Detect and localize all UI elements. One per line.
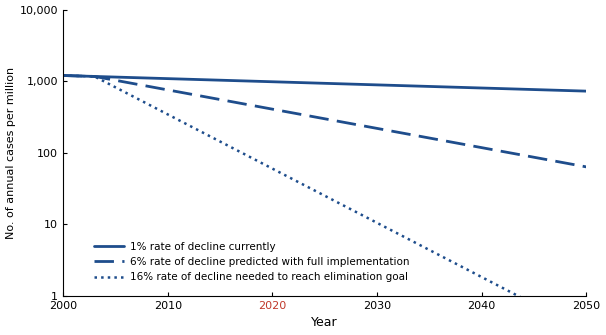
Y-axis label: No. of annual cases per million: No. of annual cases per million bbox=[5, 67, 16, 239]
16% rate of decline needed to reach elimination goal bbox=[436, 253, 444, 257]
1% rate of decline currently bbox=[436, 85, 444, 89]
Line: 6% rate of decline predicted with full implementation: 6% rate of decline predicted with full i… bbox=[63, 75, 587, 167]
6% rate of decline predicted with full implementation bbox=[59, 73, 67, 77]
Legend: 1% rate of decline currently, 6% rate of decline predicted with full implementat: 1% rate of decline currently, 6% rate of… bbox=[95, 242, 410, 282]
Line: 16% rate of decline needed to reach elimination goal: 16% rate of decline needed to reach elim… bbox=[63, 75, 587, 331]
6% rate of decline predicted with full implementation bbox=[175, 90, 182, 94]
16% rate of decline needed to reach elimination goal bbox=[227, 145, 234, 149]
1% rate of decline currently bbox=[216, 78, 224, 82]
6% rate of decline predicted with full implementation bbox=[227, 99, 234, 104]
16% rate of decline needed to reach elimination goal bbox=[572, 324, 579, 328]
6% rate of decline predicted with full implementation bbox=[436, 138, 444, 142]
1% rate of decline currently bbox=[59, 73, 67, 77]
6% rate of decline predicted with full implementation bbox=[572, 163, 579, 167]
6% rate of decline predicted with full implementation bbox=[216, 97, 224, 102]
X-axis label: Year: Year bbox=[311, 317, 338, 329]
Line: 1% rate of decline currently: 1% rate of decline currently bbox=[63, 75, 587, 91]
1% rate of decline currently bbox=[227, 78, 234, 82]
16% rate of decline needed to reach elimination goal bbox=[59, 73, 67, 77]
1% rate of decline currently bbox=[405, 84, 412, 88]
16% rate of decline needed to reach elimination goal bbox=[216, 139, 224, 143]
6% rate of decline predicted with full implementation bbox=[583, 165, 590, 169]
1% rate of decline currently bbox=[583, 89, 590, 93]
16% rate of decline needed to reach elimination goal bbox=[405, 237, 412, 241]
6% rate of decline predicted with full implementation bbox=[405, 132, 412, 136]
1% rate of decline currently bbox=[572, 89, 579, 93]
1% rate of decline currently bbox=[175, 77, 182, 81]
16% rate of decline needed to reach elimination goal bbox=[175, 118, 182, 122]
16% rate of decline needed to reach elimination goal bbox=[583, 329, 590, 333]
